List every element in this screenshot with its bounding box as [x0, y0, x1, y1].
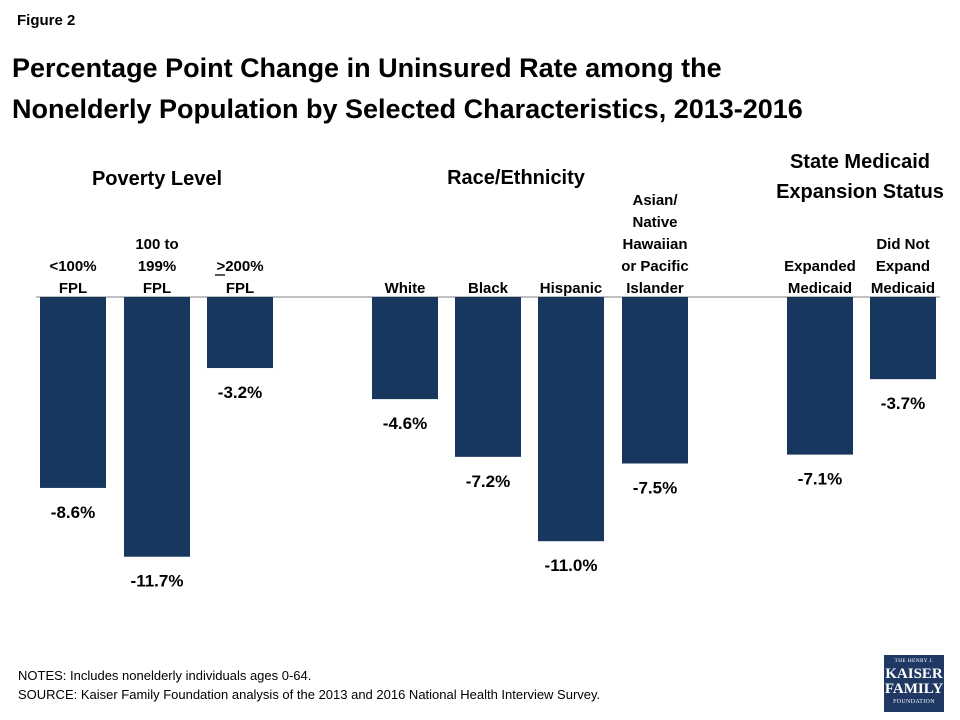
group-heading-1: Poverty Level — [92, 168, 222, 190]
category-label-6: Hispanic — [540, 280, 603, 297]
chart-title-line-2: Nonelderly Population by Selected Charac… — [12, 94, 803, 124]
group-heading-2: Race/Ethnicity — [447, 167, 586, 189]
bar-4 — [372, 297, 438, 400]
value-label-7: -7.5% — [633, 479, 677, 498]
category-label-9: Did Not — [876, 236, 929, 253]
footnotes: NOTES: Includes nonelderly individuals a… — [18, 666, 600, 704]
category-label-4: White — [385, 280, 426, 297]
category-label-5: Black — [468, 280, 509, 297]
category-label-9: Medicaid — [871, 280, 935, 297]
logo-line-4: FOUNDATION — [893, 698, 935, 705]
bar-1 — [40, 297, 106, 488]
value-label-9: -3.7% — [881, 394, 925, 413]
category-label-7: Native — [632, 214, 677, 231]
bar-2 — [124, 297, 190, 557]
bar-8 — [787, 297, 853, 455]
source-text: SOURCE: Kaiser Family Foundation analysi… — [18, 687, 601, 702]
value-label-4: -4.6% — [383, 414, 427, 433]
category-label-8: Expanded — [784, 258, 856, 275]
category-label-7: Asian/ — [632, 192, 678, 209]
value-label-1: -8.6% — [51, 503, 95, 522]
chart-title-line-1: Percentage Point Change in Uninsured Rat… — [12, 53, 722, 83]
bar-9 — [870, 297, 936, 380]
bar-5 — [455, 297, 521, 457]
group-heading-3: Expansion Status — [776, 181, 944, 203]
category-label-8: Medicaid — [788, 280, 852, 297]
kff-logo: THE HENRY J. KAISER FAMILY FOUNDATION — [884, 655, 944, 712]
bar-chart: Poverty Level Race/Ethnicity State Medicai… — [36, 151, 944, 591]
category-label-2: 199% — [138, 258, 176, 275]
value-label-3: -3.2% — [218, 383, 262, 402]
category-label-1: <100% — [49, 258, 96, 275]
category-label-3: FPL — [226, 280, 254, 297]
logo-line-1: THE HENRY J. — [894, 658, 934, 664]
category-label-7: or Pacific — [621, 258, 689, 275]
category-label-1: FPL — [59, 280, 87, 297]
logo-line-3: FAMILY — [884, 680, 944, 697]
chart-title: Percentage Point Change in Uninsured Rat… — [12, 48, 952, 130]
bar-7 — [622, 297, 688, 464]
category-label-2: FPL — [143, 280, 171, 297]
logo-line-2: KAISER — [885, 665, 943, 682]
value-label-6: -11.0% — [545, 556, 598, 575]
value-label-8: -7.1% — [798, 470, 842, 489]
value-label-2: -11.7% — [131, 572, 184, 591]
category-label-3: >200% — [216, 258, 263, 275]
notes-text: NOTES: Includes nonelderly individuals a… — [18, 668, 312, 683]
category-label-7: Hawaiian — [622, 236, 687, 253]
bar-6 — [538, 297, 604, 542]
group-heading-3: State Medicaid — [790, 151, 930, 173]
figure-label: Figure 2 — [17, 12, 76, 29]
category-label-9: Expand — [876, 258, 930, 275]
category-label-2: 100 to — [135, 236, 178, 253]
bar-3 — [207, 297, 273, 369]
value-label-5: -7.2% — [466, 472, 510, 491]
category-label-7: Islander — [626, 280, 684, 297]
